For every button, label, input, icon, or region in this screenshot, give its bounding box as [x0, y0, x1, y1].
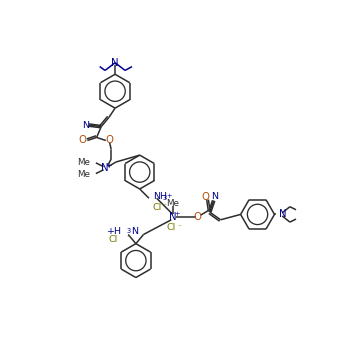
Text: +H: +H [107, 227, 122, 236]
Text: +: + [166, 193, 172, 199]
Text: 3: 3 [163, 195, 167, 201]
Text: +: + [174, 211, 179, 217]
Text: Cl: Cl [108, 235, 117, 244]
Text: NH: NH [153, 192, 167, 201]
Text: O: O [106, 135, 114, 145]
Text: Cl: Cl [152, 203, 161, 212]
Text: N: N [169, 212, 177, 222]
Text: ⁻: ⁻ [127, 234, 131, 243]
Text: N: N [131, 227, 138, 236]
Text: O: O [193, 212, 202, 222]
Text: ⁻: ⁻ [178, 222, 182, 231]
Text: Cl: Cl [167, 223, 176, 232]
Text: N: N [82, 121, 89, 130]
Text: 3: 3 [127, 227, 131, 234]
Text: O: O [201, 192, 209, 202]
Text: Me: Me [77, 157, 90, 167]
Text: ⁻: ⁻ [161, 202, 166, 211]
Text: N: N [279, 210, 287, 220]
Text: Me: Me [166, 199, 179, 208]
Text: N: N [111, 58, 119, 68]
Text: N: N [101, 163, 109, 173]
Text: +: + [106, 163, 112, 169]
Text: Me: Me [77, 170, 90, 179]
Text: O: O [79, 135, 87, 145]
Text: N: N [211, 192, 218, 201]
